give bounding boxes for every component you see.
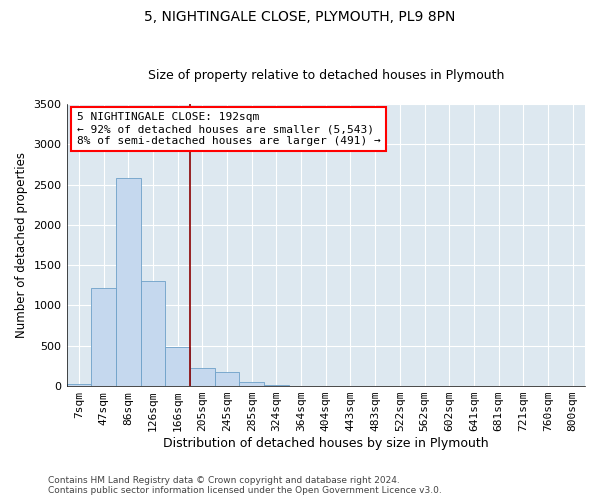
Bar [239,382,264,386]
Text: 5 NIGHTINGALE CLOSE: 192sqm
← 92% of detached houses are smaller (5,543)
8% of s: 5 NIGHTINGALE CLOSE: 192sqm ← 92% of det… [77,112,380,146]
Bar [264,385,289,386]
Bar [190,368,215,386]
Bar [116,178,140,386]
Bar [91,288,116,386]
X-axis label: Distribution of detached houses by size in Plymouth: Distribution of detached houses by size … [163,437,488,450]
Text: Contains HM Land Registry data © Crown copyright and database right 2024.
Contai: Contains HM Land Registry data © Crown c… [48,476,442,495]
Y-axis label: Number of detached properties: Number of detached properties [15,152,28,338]
Text: 5, NIGHTINGALE CLOSE, PLYMOUTH, PL9 8PN: 5, NIGHTINGALE CLOSE, PLYMOUTH, PL9 8PN [145,10,455,24]
Bar [215,372,239,386]
Bar [165,346,190,386]
Bar [140,280,165,386]
Bar [67,384,91,386]
Title: Size of property relative to detached houses in Plymouth: Size of property relative to detached ho… [148,69,504,82]
